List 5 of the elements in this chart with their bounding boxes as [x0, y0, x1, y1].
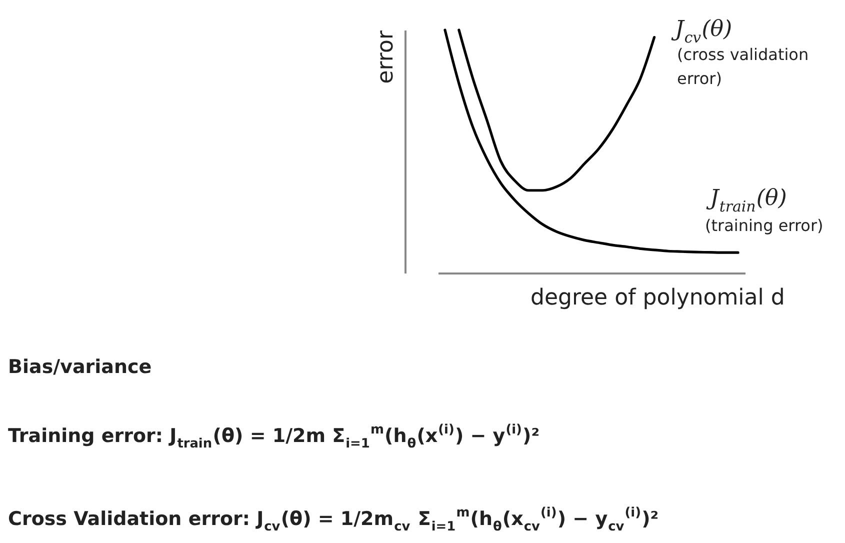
- annotation: (cross validation error): [677, 45, 809, 88]
- y-axis-title: error: [374, 30, 398, 84]
- annotation: (training error): [705, 216, 824, 235]
- text: Bias/variance: [8, 356, 152, 378]
- x-axis-title: degree of polynomial d: [530, 286, 785, 310]
